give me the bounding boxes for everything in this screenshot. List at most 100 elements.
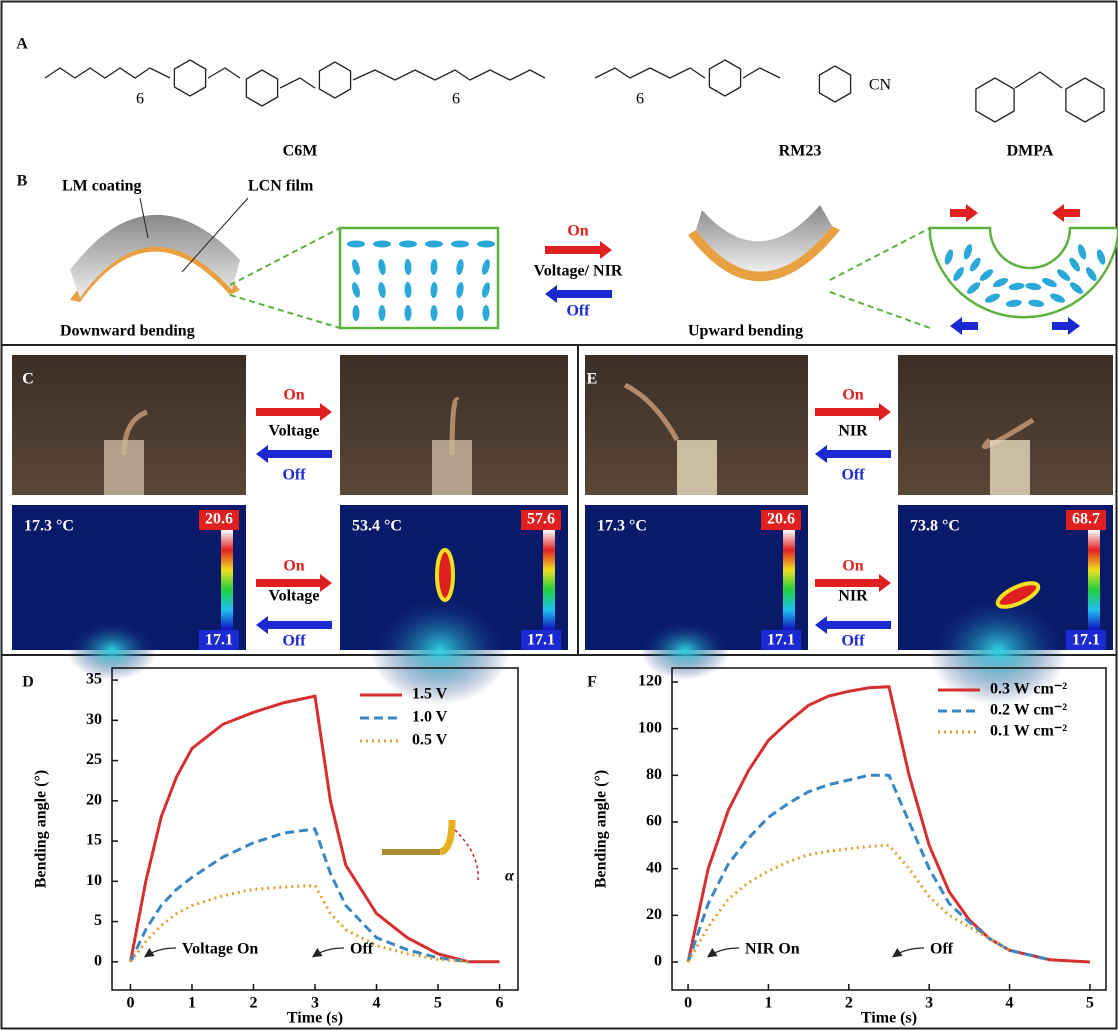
- label: Off: [841, 467, 865, 484]
- scale-max: 20.6: [767, 511, 795, 528]
- force-arrow: [1052, 204, 1080, 222]
- annotation: Off: [350, 941, 374, 958]
- y-tick-label: 80: [646, 766, 662, 783]
- holder: [432, 440, 472, 495]
- legend-label: 0.2 W cm⁻²: [990, 702, 1067, 719]
- mesogen: [451, 241, 469, 248]
- data-line: [688, 845, 1010, 962]
- y-tick-label: 35: [86, 671, 102, 688]
- label: On: [283, 387, 304, 404]
- scale-max: 20.6: [205, 511, 233, 528]
- legend-label: 0.1 W cm⁻²: [990, 723, 1067, 740]
- scale-min: 17.1: [527, 632, 555, 649]
- x-tick-label: 4: [1006, 995, 1014, 1012]
- bond: [280, 78, 315, 88]
- scale-max: 68.7: [1072, 511, 1100, 528]
- label: Voltage: [269, 423, 320, 440]
- arrow-on: [256, 403, 332, 421]
- panel-label: F: [587, 674, 597, 691]
- y-tick-label: 0: [654, 953, 662, 970]
- x-tick-label: 5: [434, 995, 442, 1012]
- molecule-name: RM23: [779, 143, 822, 160]
- y-tick-label: 20: [86, 791, 102, 808]
- mesogen: [477, 241, 495, 248]
- force-arrow: [1052, 317, 1080, 335]
- data-line: [688, 775, 1050, 962]
- y-axis-label: Bending angle (°): [593, 770, 610, 888]
- x-tick-label: 0: [126, 995, 134, 1012]
- scale-max: 57.6: [527, 511, 555, 528]
- inset-film: [440, 820, 452, 852]
- x-tick-label: 0: [684, 995, 692, 1012]
- panel-label: D: [22, 674, 34, 691]
- holder: [104, 440, 144, 495]
- legend-label: 0.3 W cm⁻²: [990, 681, 1067, 698]
- annotation: Off: [930, 941, 954, 958]
- arrow-on: [815, 403, 891, 421]
- label: Upward bending: [688, 323, 803, 340]
- molecule-name: DMPA: [1007, 143, 1054, 160]
- y-tick-label: 20: [646, 906, 662, 923]
- colorbar: [1088, 530, 1100, 630]
- temperature: 73.8 °C: [910, 518, 960, 535]
- ring: [709, 60, 740, 96]
- y-tick-label: 40: [646, 859, 662, 876]
- force-arrow: [950, 317, 978, 335]
- label: Off: [282, 467, 306, 484]
- inset-arc: [455, 830, 478, 880]
- mesogen: [405, 305, 412, 321]
- annotation: NIR On: [745, 941, 800, 958]
- mesogen: [457, 305, 464, 321]
- bond: [595, 68, 705, 78]
- molecule-name: C6M: [283, 143, 318, 160]
- holder: [990, 440, 1030, 495]
- panel-label: B: [17, 173, 28, 190]
- illustrations: [12, 60, 1118, 705]
- scale-min: 17.1: [205, 632, 233, 649]
- label: Voltage/ NIR: [534, 263, 623, 280]
- x-axis-label: Time (s): [287, 1010, 343, 1027]
- x-tick-label: 1: [764, 995, 772, 1012]
- arrow-on: [545, 241, 612, 259]
- temperature: 17.3 °C: [24, 518, 74, 535]
- atom-label: 6: [636, 91, 644, 108]
- label: NIR: [838, 423, 868, 440]
- panel-label: C: [22, 371, 34, 388]
- y-tick-label: 0: [94, 952, 102, 969]
- mesogen: [373, 241, 391, 248]
- annotation: Voltage On: [182, 941, 258, 958]
- legend-label: 1.0 V: [412, 709, 448, 726]
- bond: [353, 70, 545, 80]
- figure: 666CNC6MRM23DMPALM coatingLCN filmDownwa…: [0, 0, 1118, 1030]
- label: Off: [841, 633, 865, 650]
- mesogen: [483, 305, 490, 321]
- x-tick-label: 3: [925, 995, 933, 1012]
- x-tick-label: 1: [188, 995, 196, 1012]
- bond: [45, 68, 170, 78]
- mesogen: [379, 305, 386, 321]
- arrow-off: [815, 616, 891, 634]
- bond: [208, 68, 240, 78]
- annotation-arrow: [314, 948, 344, 956]
- label: NIR: [838, 588, 868, 605]
- y-tick-label: 30: [86, 711, 102, 728]
- arrow-off: [256, 616, 332, 634]
- y-tick-label: 5: [94, 912, 102, 929]
- label: LCN film: [248, 178, 314, 195]
- ring: [319, 62, 350, 98]
- x-tick-label: 4: [373, 995, 381, 1012]
- colorbar: [783, 530, 795, 630]
- y-tick-label: 60: [646, 813, 662, 830]
- bond: [1015, 72, 1062, 88]
- label: Off: [282, 633, 306, 650]
- ring: [976, 78, 1014, 122]
- y-tick-label: 100: [638, 719, 662, 736]
- label: On: [283, 558, 304, 575]
- temperature: 17.3 °C: [597, 518, 647, 535]
- mesogen: [425, 241, 443, 248]
- atom-label: 6: [136, 91, 144, 108]
- label: Off: [566, 303, 590, 320]
- mesogen: [353, 305, 360, 321]
- scale-min: 17.1: [767, 632, 795, 649]
- label: On: [567, 223, 588, 240]
